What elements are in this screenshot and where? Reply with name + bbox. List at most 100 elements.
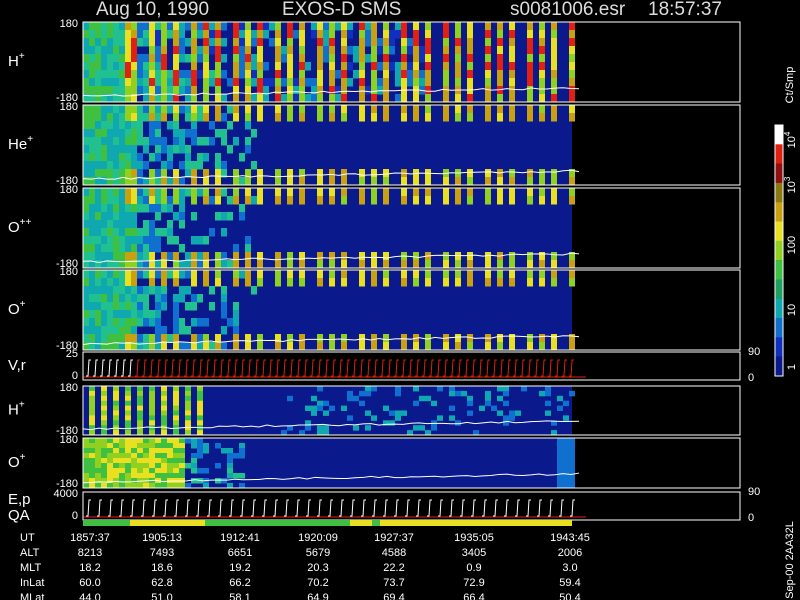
spectrogram-cell: [95, 478, 101, 484]
spectrogram-cell: [131, 105, 137, 114]
sawtooth: [219, 359, 224, 377]
spectrogram-cell: [113, 390, 119, 397]
spectrogram-cell: [329, 54, 335, 63]
spectrogram-cell: [161, 334, 167, 343]
spectrogram-cell: [161, 468, 167, 474]
spectrogram-cell: [95, 212, 101, 221]
spectrogram-cell: [107, 188, 113, 197]
spectrogram-cell: [137, 342, 143, 351]
spectrogram-cell: [149, 228, 155, 237]
spectrogram-cell: [89, 294, 95, 303]
spectrogram-cell: [191, 278, 197, 287]
spectrogram-cell: [329, 177, 335, 186]
spectrogram-cell: [197, 342, 203, 351]
spectrogram-cell: [539, 113, 545, 122]
spectrogram-cell: [143, 458, 149, 464]
spectrogram-cell: [233, 22, 239, 31]
spectrogram-cell: [251, 38, 257, 47]
spectrogram-cell: [569, 38, 575, 47]
spectrogram-cell: [149, 443, 155, 449]
spectrogram-cell: [485, 113, 491, 122]
spectrogram-cell: [143, 94, 149, 103]
spectrogram-cell: [143, 38, 149, 47]
spectrogram-cell: [95, 294, 101, 303]
spectrogram-cell: [527, 70, 533, 79]
spectrogram-cell: [125, 294, 131, 303]
spectrogram-cell: [113, 405, 119, 411]
spectrogram-cell: [569, 438, 575, 444]
sawtooth: [196, 499, 201, 517]
spectrogram-cell: [197, 30, 203, 39]
tick-sup: 4: [783, 131, 792, 136]
spectrogram-cell: [161, 145, 167, 154]
spectrogram-cell: [539, 169, 545, 178]
spectrogram-cell: [245, 342, 251, 351]
spectrogram-cell: [125, 405, 131, 411]
sawtooth: [107, 359, 112, 377]
spectrogram-cell: [497, 86, 503, 95]
spectrogram-cell: [203, 196, 209, 205]
spectrogram-cell: [131, 177, 137, 186]
spectrogram-cell: [455, 177, 461, 186]
spectrogram-cell: [191, 302, 197, 311]
sawtooth: [310, 359, 315, 377]
spectrogram-cell: [191, 212, 197, 221]
spectrogram-cell: [413, 400, 419, 407]
spectrogram-cell: [197, 443, 203, 449]
spectrogram-cell: [569, 30, 575, 39]
spectrogram-cell: [281, 78, 287, 87]
y-tick-label: -180: [56, 258, 78, 270]
spectrogram-cell: [443, 113, 449, 122]
panel-frame: [82, 437, 741, 489]
spectrogram-cell: [221, 188, 227, 197]
spectrogram-cell: [95, 145, 101, 154]
spectrogram-cell: [221, 310, 227, 319]
spectrogram-cell: [311, 78, 317, 87]
spectrogram-cell: [185, 145, 191, 154]
table-cell: 44.0: [79, 592, 100, 600]
table-cell: MLT: [20, 562, 41, 574]
spectrogram-cell: [131, 478, 137, 484]
spectrogram-cell: [401, 30, 407, 39]
spectrogram-cell: [383, 22, 389, 31]
spectrogram-cell: [137, 294, 143, 303]
spectrogram-cell: [347, 22, 353, 31]
spectrogram-cell: [245, 62, 251, 71]
spectrogram-cell: [149, 405, 155, 411]
spectrogram-cell: [149, 46, 155, 55]
spectrogram-cell: [113, 196, 119, 205]
spectrogram-cell: [155, 113, 161, 122]
spectrogram-cell: [251, 94, 257, 103]
spectrogram-cell: [161, 478, 167, 484]
spectrogram-cell: [395, 390, 401, 397]
spectrogram-cell: [131, 78, 137, 87]
spectrogram-cell: [137, 260, 143, 269]
spectrogram-cell: [149, 62, 155, 71]
spectrogram-cell: [569, 453, 575, 459]
spectrogram-cell: [101, 443, 107, 449]
spectrogram-cell: [125, 473, 131, 479]
spectrogram-cell: [95, 54, 101, 63]
spectrogram-cell: [95, 318, 101, 327]
spectrogram-cell: [113, 386, 119, 392]
spectrogram-cell: [131, 153, 137, 162]
spectrogram-cell: [455, 270, 461, 279]
table-cell: 20.3: [307, 562, 328, 574]
instrument: EXOS-D SMS: [282, 0, 401, 20]
colorbar-cell: [775, 202, 783, 222]
spectrogram-cell: [101, 310, 107, 319]
spectrogram-cell: [395, 78, 401, 87]
spectrogram-cell: [173, 458, 179, 464]
spectrogram-cell: [185, 153, 191, 162]
spectrogram-cell: [131, 220, 137, 229]
spectrogram-cell: [239, 54, 245, 63]
spectrogram-cell: [359, 22, 365, 31]
spectrogram-cell: [185, 326, 191, 335]
spectrogram-cell: [119, 453, 125, 459]
spectrogram-cell: [539, 54, 545, 63]
trace: [82, 420, 580, 431]
spectrogram-cell: [161, 54, 167, 63]
spectrogram-cell: [569, 70, 575, 79]
spectrogram-cell: [215, 169, 221, 178]
spectrogram-cell: [83, 443, 89, 449]
